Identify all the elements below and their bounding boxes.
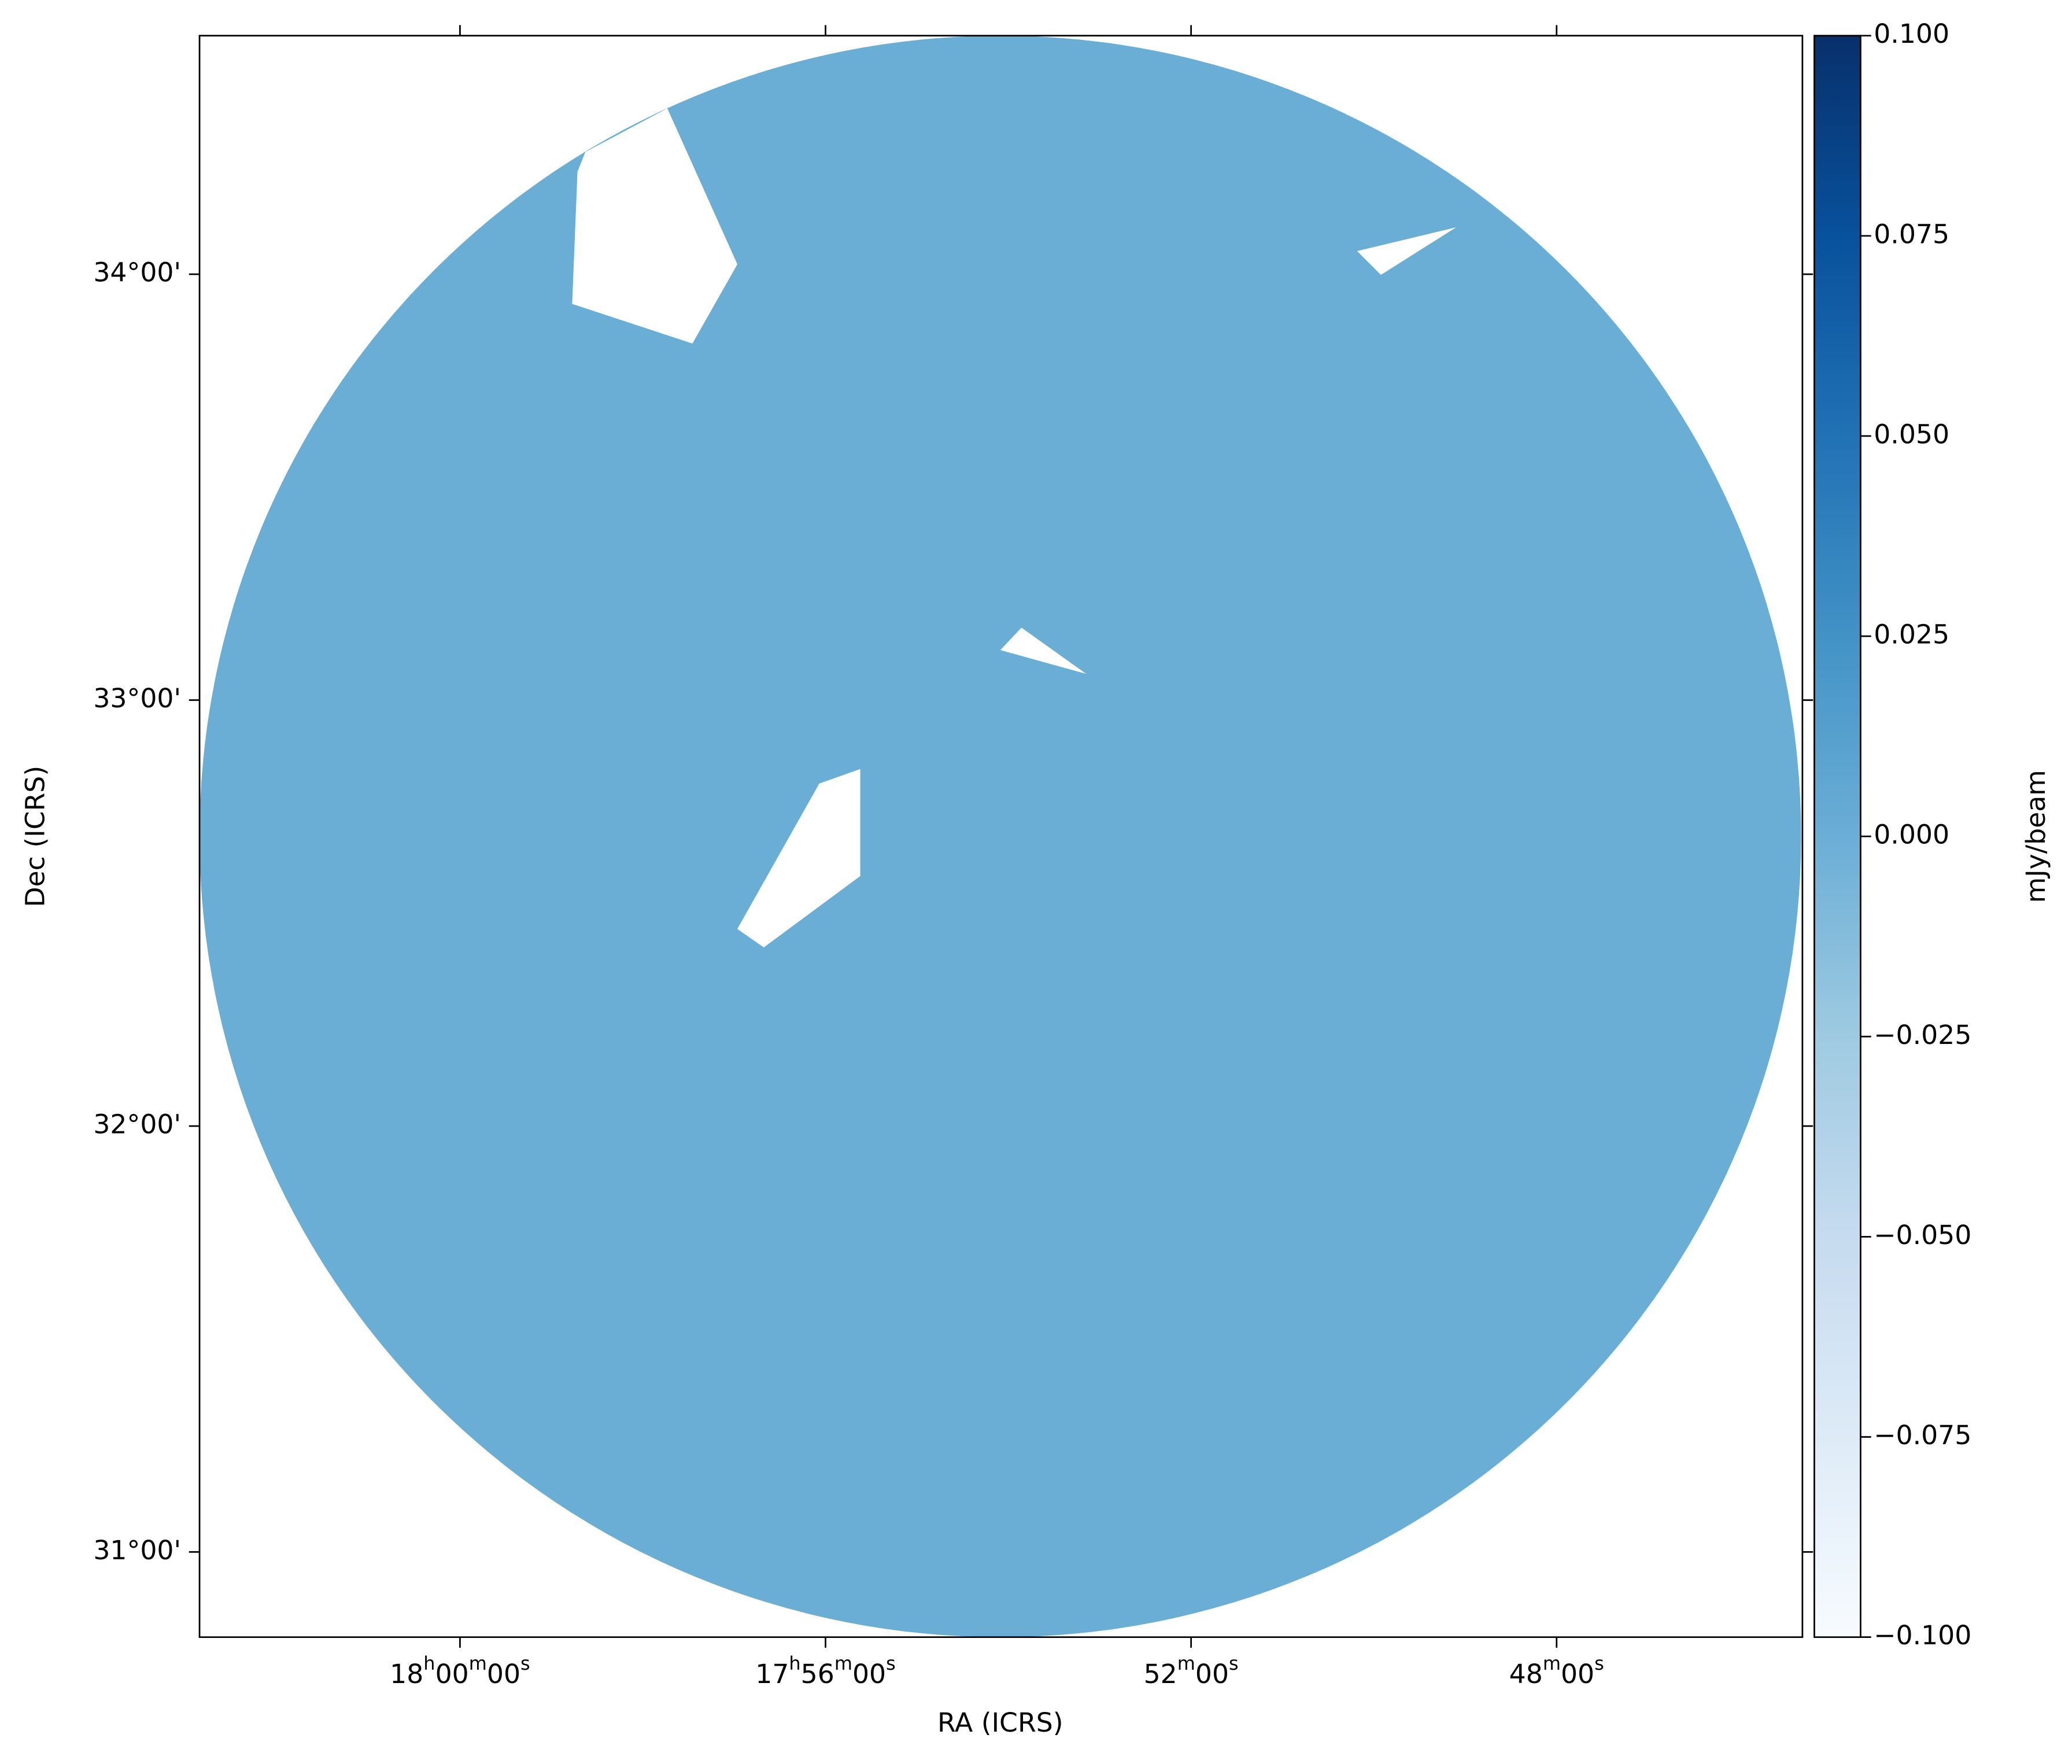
- x-tick-label-part: m: [1543, 1652, 1561, 1674]
- y-tick-label: 34°00': [93, 257, 181, 288]
- x-tick-label-part: 00: [1561, 1658, 1594, 1689]
- colorbar-tick-label: −0.025: [1874, 1020, 1971, 1050]
- x-tick-label: 48m00s: [1509, 1652, 1604, 1689]
- x-tick-label-part: s: [520, 1652, 530, 1674]
- colorbar-label: mJy/beam: [2021, 770, 2051, 903]
- colorbar-tick-label: 0.100: [1874, 19, 1949, 49]
- x-tick-label-part: 00: [1195, 1658, 1229, 1689]
- colorbar-tick-label: −0.050: [1874, 1220, 1971, 1250]
- colorbar-tick-label: 0.075: [1874, 219, 1949, 249]
- y-axis-label: Dec (ICRS): [20, 766, 50, 907]
- x-tick-label-part: 17: [755, 1658, 789, 1689]
- masked-region: [572, 108, 738, 344]
- masked-region: [1000, 628, 1087, 674]
- y-tick-label: 33°00': [93, 683, 181, 714]
- colorbar-tick-label: 0.025: [1874, 619, 1949, 650]
- x-tick-label-part: 48: [1509, 1658, 1543, 1689]
- x-tick-label-part: h: [423, 1652, 435, 1674]
- plot-frame: [198, 35, 1804, 1638]
- x-tick-label-part: 52: [1144, 1658, 1177, 1689]
- colorbar-tick-label: −0.075: [1874, 1420, 1971, 1451]
- x-tick-label-part: 00: [487, 1658, 520, 1689]
- sky-image: [200, 36, 1801, 1637]
- x-tick-label-part: 56: [801, 1658, 834, 1689]
- masked-region: [1357, 227, 1457, 275]
- x-tick-label: 17h56m00s: [755, 1652, 896, 1689]
- x-tick-label: 52m00s: [1144, 1652, 1239, 1689]
- x-tick-label-part: 00: [852, 1658, 886, 1689]
- y-tick-label: 32°00': [93, 1109, 181, 1139]
- colorbar-tick-label: 0.000: [1874, 820, 1949, 850]
- masked-region: [737, 769, 860, 948]
- x-axis-label: RA (ICRS): [937, 1707, 1063, 1738]
- x-tick-label-part: m: [834, 1652, 852, 1674]
- x-tick-label-part: m: [469, 1652, 487, 1674]
- x-tick-label-part: s: [1229, 1652, 1239, 1674]
- masked-regions: [572, 108, 1457, 948]
- colorbar: [1814, 35, 1861, 1637]
- x-tick-label-part: s: [1594, 1652, 1604, 1674]
- x-tick-label-part: 18: [390, 1658, 423, 1689]
- y-tick-label: 31°00': [93, 1535, 181, 1566]
- x-tick-label-part: m: [1177, 1652, 1195, 1674]
- x-tick-label-part: h: [789, 1652, 800, 1674]
- colorbar-tick-label: 0.050: [1874, 419, 1949, 449]
- x-tick-label: 18h00m00s: [390, 1652, 530, 1689]
- colorbar-tick-label: −0.100: [1874, 1620, 1971, 1651]
- image: [200, 36, 1801, 1637]
- x-tick-label-part: s: [886, 1652, 896, 1674]
- x-tick-label-part: 00: [435, 1658, 469, 1689]
